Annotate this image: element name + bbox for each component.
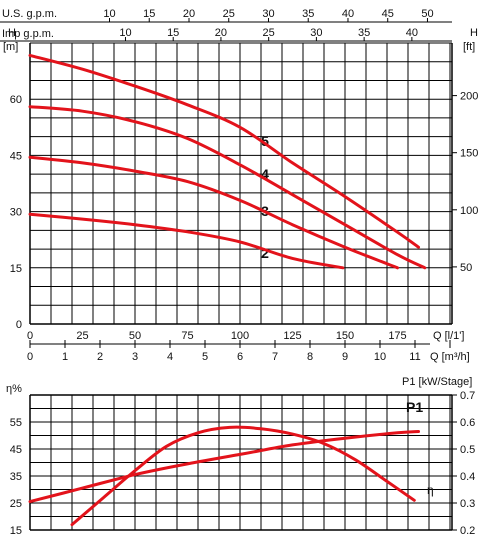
series-label-4: 4	[261, 166, 269, 182]
y-left-tick-label: 30	[10, 207, 22, 219]
x-primary-tick-label: 0	[27, 330, 33, 342]
x-secondary-tick-label: 2	[97, 351, 103, 363]
us-gpm-tick-label: 30	[262, 8, 274, 20]
imp-gpm-tick-label: 15	[167, 27, 179, 39]
us-gpm-tick-label: 40	[342, 8, 354, 20]
imp-gpm-tick-label: 25	[263, 27, 275, 39]
x-primary-tick-label: 125	[283, 330, 301, 342]
lower-y-right-tick-label: 0.3	[460, 498, 475, 510]
series-label-2: 2	[261, 245, 269, 261]
y-right-tick-label: 200	[460, 91, 478, 103]
p1-axis-label: P1 [kW/Stage]	[402, 376, 472, 388]
y-left-tick-label: 15	[10, 263, 22, 275]
lower-y-right-tick-label: 0.5	[460, 444, 475, 456]
imp-gpm-tick-label: 30	[310, 27, 322, 39]
lower-y-left-tick-label: 25	[10, 498, 22, 510]
series-label-5: 5	[261, 133, 269, 149]
imp-gpm-tick-label: 40	[406, 27, 418, 39]
y-left-tick-label: 60	[10, 94, 22, 106]
lower-y-left-tick-label: 55	[10, 417, 22, 429]
y-left-tick-label: 45	[10, 150, 22, 162]
y-right-tick-label: 100	[460, 205, 478, 217]
q-ls-label: Q [l/1']	[433, 330, 464, 342]
y-left-tick-label: 0	[16, 319, 22, 331]
imp-gpm-tick-label: 35	[358, 27, 370, 39]
x-secondary-tick-label: 1	[62, 351, 68, 363]
x-secondary-tick-label: 11	[409, 351, 420, 363]
us-gpm-tick-label: 25	[223, 8, 235, 20]
h-left-label: [m]	[3, 41, 18, 53]
lower-y-right-tick-label: 0.7	[460, 390, 475, 402]
p1-curve	[28, 430, 420, 504]
us-gpm-tick-label: 35	[302, 8, 314, 20]
lower-y-left-tick-label: 35	[10, 471, 22, 483]
head-curve-5	[28, 53, 420, 249]
eta-series-label: η	[427, 483, 434, 497]
x-primary-tick-label: 50	[129, 330, 141, 342]
us-gpm-label: U.S. g.p.m.	[2, 8, 57, 20]
head-curve-2	[28, 212, 345, 270]
eta-axis-label: η%	[6, 383, 22, 395]
us-gpm-tick-label: 50	[421, 8, 433, 20]
h-right-unit: H	[470, 27, 478, 39]
x-secondary-tick-label: 9	[342, 351, 348, 363]
y-right-tick-label: 50	[460, 262, 472, 274]
us-gpm-tick-label: 45	[382, 8, 394, 20]
x-secondary-tick-label: 5	[202, 351, 208, 363]
x-primary-tick-label: 175	[388, 330, 406, 342]
x-primary-tick-label: 75	[181, 330, 193, 342]
lower-y-right-tick-label: 0.2	[460, 525, 475, 537]
y-right-tick-label: 150	[460, 148, 478, 160]
x-secondary-tick-label: 6	[237, 351, 243, 363]
x-secondary-tick-label: 3	[132, 351, 138, 363]
lower-y-right-tick-label: 0.4	[460, 471, 475, 483]
x-secondary-tick-label: 4	[167, 351, 173, 363]
lower-y-right-tick-label: 0.6	[460, 417, 475, 429]
lower-y-left-tick-label: 15	[10, 525, 22, 537]
lower-y-left-tick-label: 45	[10, 444, 22, 456]
x-primary-tick-label: 100	[231, 330, 249, 342]
x-secondary-tick-label: 10	[374, 351, 386, 363]
h-right-label: [ft]	[463, 41, 475, 53]
us-gpm-tick-label: 15	[143, 8, 155, 20]
x-primary-tick-label: 25	[76, 330, 88, 342]
x-primary-tick-label: 150	[336, 330, 354, 342]
head-curve-4	[28, 105, 427, 270]
efficiency-curve	[70, 425, 416, 527]
x-secondary-tick-label: 0	[27, 351, 33, 363]
imp-gpm-tick-label: 10	[119, 27, 131, 39]
imp-gpm-tick-label: 20	[215, 27, 227, 39]
imp-gpm-label: Imp g.p.m.	[2, 28, 54, 40]
x-secondary-tick-label: 8	[307, 351, 313, 363]
x-secondary-tick-label: 7	[272, 351, 278, 363]
us-gpm-tick-label: 20	[183, 8, 195, 20]
us-gpm-tick-label: 10	[103, 8, 115, 20]
q-m3h-label: Q [m³/h]	[430, 351, 470, 363]
h-left-unit: H	[8, 27, 16, 39]
p1-series-label: P1	[406, 399, 423, 415]
head-curve-3	[28, 155, 399, 270]
